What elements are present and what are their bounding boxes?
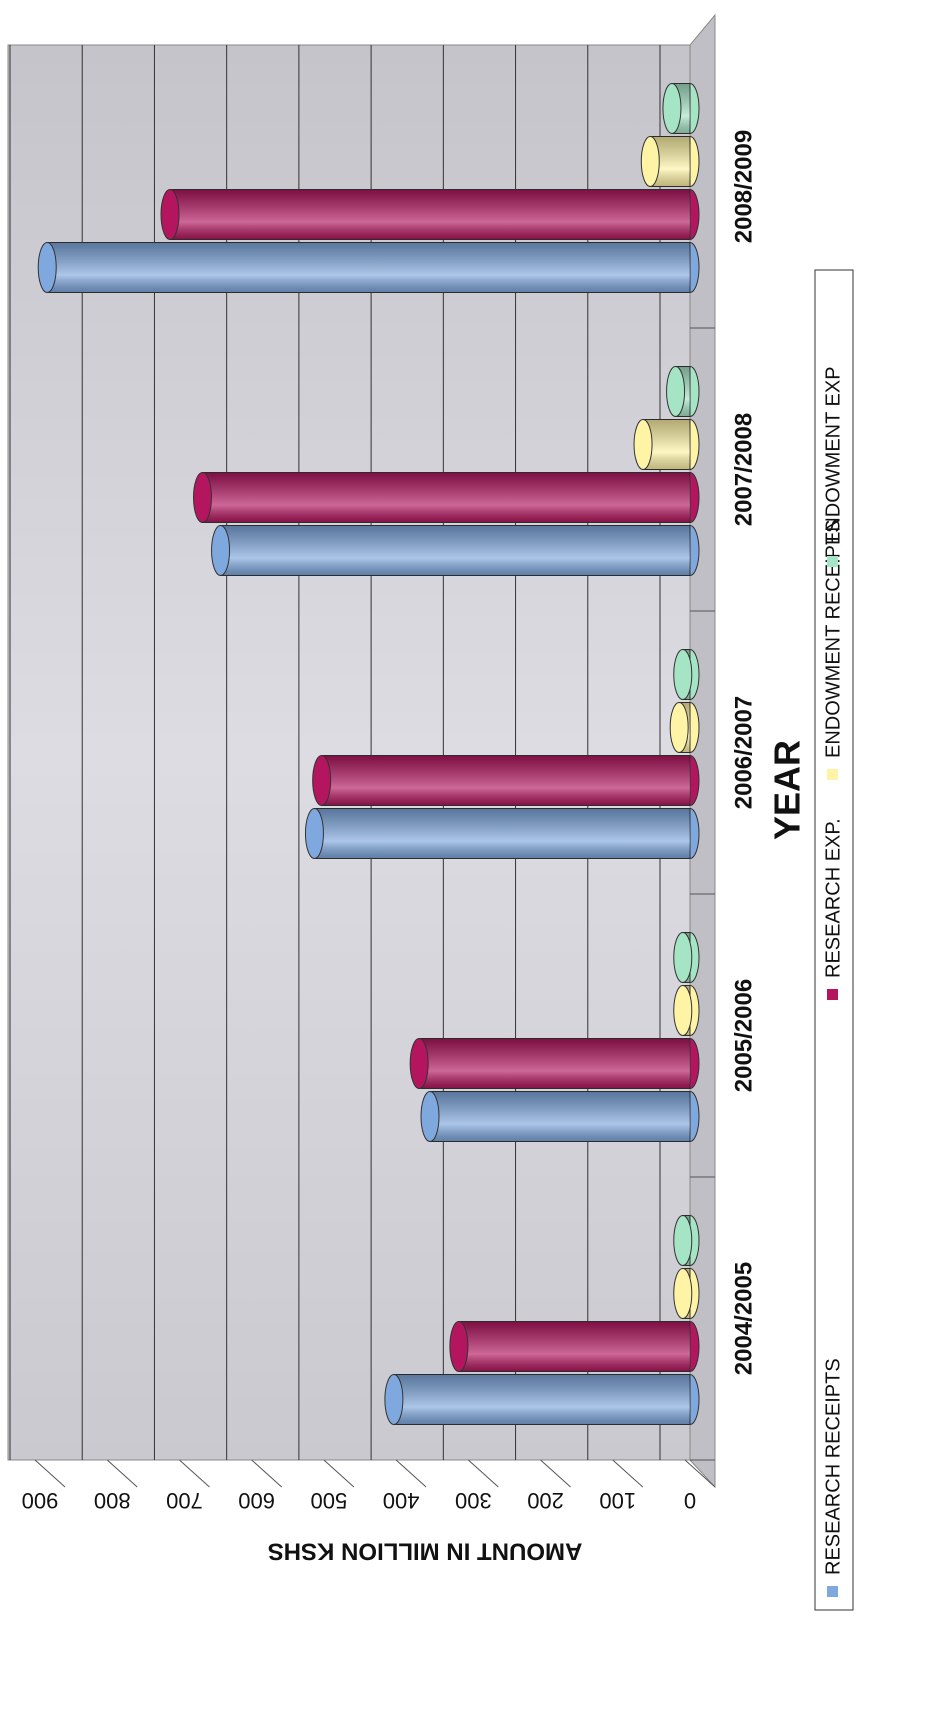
cylinder-bar (673, 932, 700, 983)
bar-cap (312, 755, 332, 806)
cylinder-bar (673, 649, 700, 700)
y-tick-label: 500 (311, 1488, 348, 1513)
y-axis-title: AMOUNT IN MILLION KSHS (268, 1538, 583, 1565)
bar-shade (202, 472, 690, 523)
bar-cap (673, 649, 693, 700)
bar-shade (419, 1038, 690, 1089)
rotated-frame: AMOUNT IN MILLION KSHS YEAR 0 100 200 300 40… (7, 13, 854, 1611)
cylinder-bar (669, 702, 700, 753)
y-tick (684, 1459, 716, 1488)
y-tick-label: 900 (22, 1488, 59, 1513)
bar-shade (393, 1374, 690, 1425)
bar-shade (47, 242, 690, 293)
y-tick-label: 100 (599, 1488, 636, 1513)
bar-shade (650, 136, 690, 187)
cylinder-bar (449, 1321, 700, 1372)
x-axis-title: YEAR (767, 740, 808, 840)
x-tick-label: 2008/2009 (730, 130, 757, 243)
legend-swatch (827, 1586, 838, 1597)
cylinder-bar (193, 472, 700, 523)
bar-shade (220, 525, 691, 576)
x-tick-label: 2007/2008 (730, 413, 757, 526)
cylinder-bar (211, 525, 700, 576)
bar-shade (643, 419, 690, 470)
bar-cap (384, 1374, 404, 1425)
y-tick (395, 1459, 427, 1488)
legend-box (814, 269, 854, 1611)
cylinder-bar (673, 1268, 700, 1319)
bar-shade (321, 755, 690, 806)
bar-cap (673, 1215, 693, 1266)
bar-cap (640, 136, 660, 187)
legend-label: ENDOWMENT EXP (822, 366, 844, 545)
bar-cap (666, 366, 686, 417)
bar-cap (673, 985, 693, 1036)
y-tick (323, 1459, 355, 1488)
cylinder-bar (420, 1091, 700, 1142)
y-tick (612, 1459, 644, 1488)
cylinder-bar (160, 189, 700, 240)
legend-swatch (827, 989, 838, 1000)
y-tick-label: 600 (238, 1488, 275, 1513)
x-tick-label: 2005/2006 (730, 979, 757, 1092)
cylinder-bar (37, 242, 700, 293)
y-tick-label: 300 (455, 1488, 492, 1513)
legend-label: ENDOWMENT RECEIPTS (822, 519, 844, 758)
bar-cap (669, 702, 689, 753)
y-tick-label: 800 (94, 1488, 131, 1513)
bar-cap (449, 1321, 469, 1372)
y-tick (540, 1459, 571, 1488)
bar-cap (304, 808, 324, 859)
bar-shade (314, 808, 690, 859)
y-tick (34, 1459, 66, 1488)
cylinder-bar (666, 366, 700, 417)
cylinder-bar (640, 136, 700, 187)
y-tick-label: 0 (684, 1488, 696, 1513)
x-tick-label: 2006/2007 (730, 696, 757, 809)
cylinder-bar (662, 83, 700, 134)
bar-cap (37, 242, 57, 293)
y-tick (251, 1459, 283, 1488)
bar-cap (160, 189, 180, 240)
y-tick-label: 700 (166, 1488, 203, 1513)
y-tick (179, 1459, 210, 1488)
legend-label: RESEARCH RECEIPTS (822, 1358, 844, 1575)
cylinder-bar (409, 1038, 700, 1089)
bar-cap (420, 1091, 440, 1142)
bar-shade (170, 189, 690, 240)
bar-cap (409, 1038, 429, 1089)
bar-shade (430, 1091, 690, 1142)
cylinder-bar (673, 985, 700, 1036)
y-tick-label: 200 (527, 1488, 564, 1513)
cylinder-bar (312, 755, 700, 806)
cylinder-bar (384, 1374, 700, 1425)
bar-cap (211, 525, 231, 576)
legend-label: RESEARCH EXP. (822, 818, 844, 978)
y-tick-label: 400 (383, 1488, 420, 1513)
bar-cap (633, 419, 653, 470)
bar-cap (193, 472, 212, 523)
x-tick-label: 2004/2005 (730, 1262, 757, 1375)
legend-swatch (827, 769, 838, 780)
y-tick (106, 1459, 138, 1488)
cylinder-bar (633, 419, 700, 470)
bar-cap (673, 932, 693, 983)
cylinder-bar (673, 1215, 700, 1266)
bar-cap (662, 83, 682, 134)
legend-swatch (827, 556, 838, 567)
y-tick (467, 1459, 499, 1488)
bar-cap (673, 1268, 693, 1319)
cylinder-bar (304, 808, 700, 859)
bar-shade (458, 1321, 690, 1372)
